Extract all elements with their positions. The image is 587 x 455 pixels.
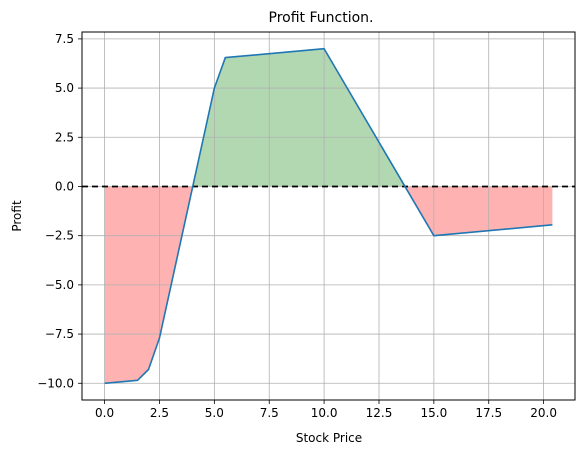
y-tick-label: 5.0 bbox=[55, 81, 74, 95]
y-axis-label: Profit bbox=[10, 200, 24, 232]
y-tick-label: 0.0 bbox=[55, 179, 74, 193]
x-tick-label: 10.0 bbox=[311, 406, 338, 420]
x-tick-label: 5.0 bbox=[205, 406, 224, 420]
profit-region-fill bbox=[192, 48, 405, 187]
chart-title: Profit Function. bbox=[269, 10, 374, 26]
loss-region-fill bbox=[404, 186, 553, 236]
y-tick-label: −10.0 bbox=[37, 376, 74, 390]
x-tick-label: 2.5 bbox=[150, 406, 169, 420]
x-axis-ticks: 0.0 2.5 5.0 7.5 10.0 12.5 15.0 17.5 20.0 bbox=[95, 400, 557, 420]
y-tick-label: 7.5 bbox=[55, 32, 74, 46]
x-tick-label: 7.5 bbox=[260, 406, 279, 420]
x-tick-label: 15.0 bbox=[421, 406, 448, 420]
plot-frame bbox=[81, 31, 576, 401]
series-lines bbox=[104, 47, 553, 385]
grid-lines bbox=[82, 32, 575, 400]
y-tick-label: −5.0 bbox=[45, 278, 74, 292]
y-tick-label: −2.5 bbox=[45, 229, 74, 243]
y-tick-label: 2.5 bbox=[55, 130, 74, 144]
x-axis-label: Stock Price bbox=[296, 431, 362, 445]
profit-line bbox=[104, 47, 553, 385]
x-tick-label: 20.0 bbox=[530, 406, 557, 420]
x-tick-label: 0.0 bbox=[95, 406, 114, 420]
y-axis-ticks: −10.0 −7.5 −5.0 −2.5 0.0 2.5 5.0 7.5 bbox=[37, 32, 82, 390]
y-tick-label: −7.5 bbox=[45, 327, 74, 341]
x-tick-label: 17.5 bbox=[475, 406, 502, 420]
x-tick-label: 12.5 bbox=[366, 406, 393, 420]
